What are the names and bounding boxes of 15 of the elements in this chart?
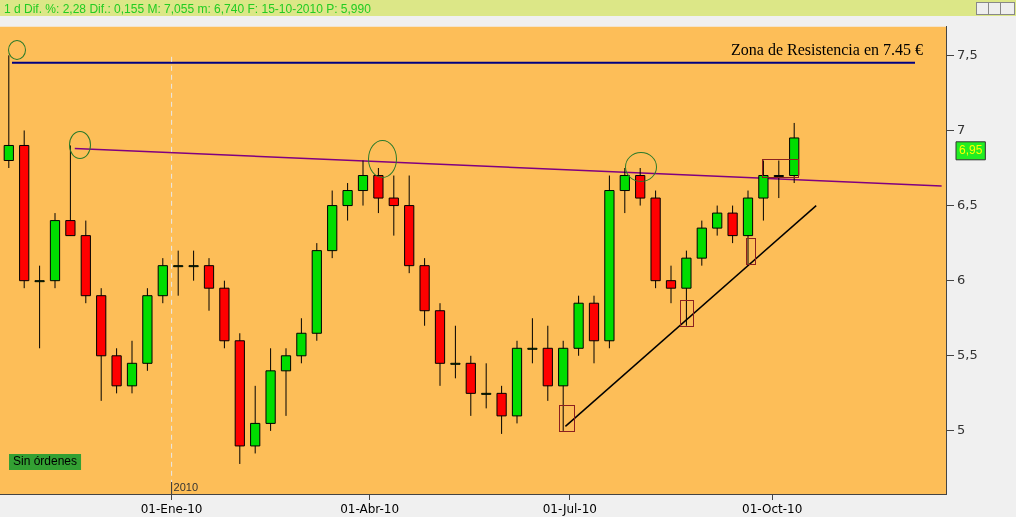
y-tick-label: 6,5 [957,196,978,212]
x-tick-label: 01-Ene-10 [140,502,203,517]
ref-line-label: Zona de Resistencia en 7.45 € [731,41,923,59]
y-tick-label: 7 [957,121,966,137]
x-tick-label: 01-Jul-10 [542,502,597,517]
ref-line-label: 2010 [173,480,199,493]
x-tick-label: 01-Oct-10 [742,502,803,517]
y-tick-label: 6 [957,272,966,288]
y-tick-label: 5,5 [957,347,978,363]
text: 6,95 [959,143,983,158]
x-tick-label: 01-Abr-10 [340,502,400,517]
y-tick-label: 5 [957,422,966,438]
chart-title: 1 d Dif. %: 2,28 Dif.: 0,155 M: 7,055 m: 6,740 F: 15-10-2010 P: 5,990 [0,0,1016,16]
y-tick-label: 7,5 [957,46,978,62]
annotation: Sin órdenes [13,454,78,469]
